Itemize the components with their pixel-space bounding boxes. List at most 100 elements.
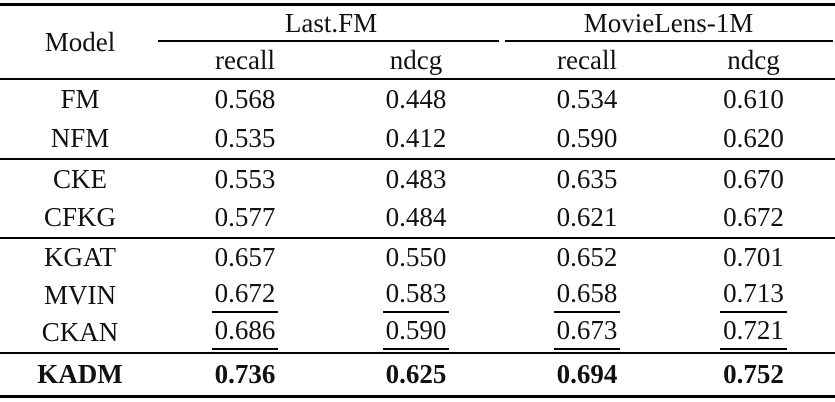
group-header-lastfm: Last.FM xyxy=(284,7,378,38)
table-row: CKAN 0.686 0.590 0.673 0.721 xyxy=(0,314,835,352)
metric-value-cell: 0.583 xyxy=(330,278,502,313)
metric-value: 0.534 xyxy=(556,84,618,114)
metric-value-cell: 0.736 xyxy=(160,359,330,390)
metric-value: 0.625 xyxy=(385,358,447,389)
metric-value: 0.713 xyxy=(720,278,787,313)
metric-value-cell: 0.577 xyxy=(160,202,330,233)
metric-value: 0.577 xyxy=(214,202,276,233)
model-name-cell: KADM xyxy=(37,358,123,389)
metric-value: 0.635 xyxy=(556,163,618,194)
metric-value: 0.621 xyxy=(556,202,618,233)
section-divider-rule xyxy=(0,158,835,160)
group-underline-rules xyxy=(158,40,835,42)
metric-value: 0.590 xyxy=(556,123,618,153)
model-name-cell: CKE xyxy=(53,163,107,194)
metric-value: 0.483 xyxy=(385,163,447,194)
metric-value-cell: 0.553 xyxy=(160,164,330,195)
subheader-movielens-ndcg: ndcg xyxy=(727,44,780,75)
section-divider-rule xyxy=(0,237,835,239)
metric-value-cell: 0.694 xyxy=(502,359,672,390)
metric-value: 0.670 xyxy=(723,163,784,194)
metric-value: 0.412 xyxy=(385,123,447,153)
metric-value-cell: 0.670 xyxy=(672,164,835,195)
metric-value-cell: 0.621 xyxy=(502,202,672,233)
metric-value: 0.657 xyxy=(214,242,276,273)
metric-value-cell: 0.673 xyxy=(502,315,672,351)
metric-value-cell: 0.534 xyxy=(502,84,672,115)
table-row: CKE 0.553 0.483 0.635 0.670 xyxy=(0,160,835,199)
table-section: KADM 0.736 0.625 0.694 0.752 xyxy=(0,354,835,395)
metric-value: 0.620 xyxy=(723,123,784,153)
table-row: KADM 0.736 0.625 0.694 0.752 xyxy=(0,354,835,395)
table-row: CFKG 0.577 0.484 0.621 0.672 xyxy=(0,199,835,238)
model-name-cell: CKAN xyxy=(41,317,119,348)
metric-value: 0.694 xyxy=(556,358,618,389)
metric-value: 0.752 xyxy=(723,358,784,389)
model-name-cell: NFM xyxy=(50,123,110,153)
metric-value-cell: 0.448 xyxy=(330,84,502,115)
metric-value: 0.673 xyxy=(553,315,621,351)
table-row: KGAT 0.657 0.550 0.652 0.701 xyxy=(0,239,835,277)
table-section: FM 0.568 0.448 0.534 0.610 NFM 0.535 0.412 0.590… xyxy=(0,80,835,158)
metric-value: 0.448 xyxy=(385,84,447,114)
table-bottom-rule xyxy=(0,394,835,398)
metric-value-cell: 0.752 xyxy=(672,359,835,390)
model-name-cell: MVIN xyxy=(44,279,116,310)
metric-value-cell: 0.590 xyxy=(330,315,502,351)
metric-value-cell: 0.657 xyxy=(160,242,330,273)
model-name-cell: KGAT xyxy=(44,242,116,273)
metric-value: 0.652 xyxy=(556,242,618,273)
metric-value-cell: 0.412 xyxy=(330,123,502,154)
metric-value-cell: 0.625 xyxy=(330,359,502,390)
metric-value-cell: 0.658 xyxy=(502,278,672,313)
table-header: Model Last.FM MovieLens-1M recall ndcg r… xyxy=(0,6,835,78)
model-name-cell: FM xyxy=(60,84,100,114)
metric-value: 0.535 xyxy=(214,123,276,153)
metric-value: 0.550 xyxy=(385,242,447,273)
metric-value: 0.610 xyxy=(723,84,784,114)
table-row: MVIN 0.672 0.583 0.658 0.713 xyxy=(0,277,835,315)
metric-value-cell: 0.635 xyxy=(502,164,672,195)
metric-value-cell: 0.483 xyxy=(330,164,502,195)
table-row: FM 0.568 0.448 0.534 0.610 xyxy=(0,80,835,119)
model-column-header: Model xyxy=(44,26,116,57)
metric-value-cell: 0.686 xyxy=(160,315,330,351)
group-header-movielens: MovieLens-1M xyxy=(583,7,754,38)
metric-value-cell: 0.713 xyxy=(672,278,835,313)
metric-value: 0.568 xyxy=(214,84,276,114)
dataset-group-row: Last.FM MovieLens-1M xyxy=(160,6,835,40)
metric-value-cell: 0.484 xyxy=(330,202,502,233)
table-section: KGAT 0.657 0.550 0.652 0.701 MVIN 0.672 0.583 0.… xyxy=(0,239,835,352)
metric-value: 0.736 xyxy=(214,358,276,389)
movielens-group-rule xyxy=(505,40,833,42)
metric-value: 0.672 xyxy=(723,202,784,233)
table-row: NFM 0.535 0.412 0.590 0.620 xyxy=(0,119,835,158)
metric-value: 0.721 xyxy=(720,315,787,351)
header-divider-rule xyxy=(0,78,835,80)
metric-value: 0.553 xyxy=(214,163,276,194)
metric-value-cell: 0.672 xyxy=(672,202,835,233)
metric-value-cell: 0.550 xyxy=(330,242,502,273)
metric-value-cell: 0.568 xyxy=(160,84,330,115)
metric-value-cell: 0.672 xyxy=(160,278,330,313)
subheader-lastfm-recall: recall xyxy=(215,44,275,75)
subheader-lastfm-ndcg: ndcg xyxy=(389,44,443,75)
metric-value: 0.701 xyxy=(723,242,784,273)
metric-value: 0.590 xyxy=(382,315,450,351)
lastfm-group-rule xyxy=(158,40,499,42)
metric-value-cell: 0.620 xyxy=(672,123,835,154)
metric-value-cell: 0.721 xyxy=(672,315,835,351)
metric-value-cell: 0.701 xyxy=(672,242,835,273)
table-body: FM 0.568 0.448 0.534 0.610 NFM 0.535 0.412 0.590… xyxy=(0,80,835,395)
metric-value-cell: 0.610 xyxy=(672,84,835,115)
metric-value-cell: 0.535 xyxy=(160,123,330,154)
metric-value: 0.583 xyxy=(382,278,450,313)
model-name-cell: CFKG xyxy=(43,202,117,233)
metric-value: 0.484 xyxy=(385,202,447,233)
section-divider-rule xyxy=(0,351,835,354)
metric-value-cell: 0.652 xyxy=(502,242,672,273)
metric-subheader-row: recall ndcg recall ndcg xyxy=(160,42,835,78)
table-top-rule xyxy=(0,3,835,6)
metric-value: 0.658 xyxy=(553,278,621,313)
